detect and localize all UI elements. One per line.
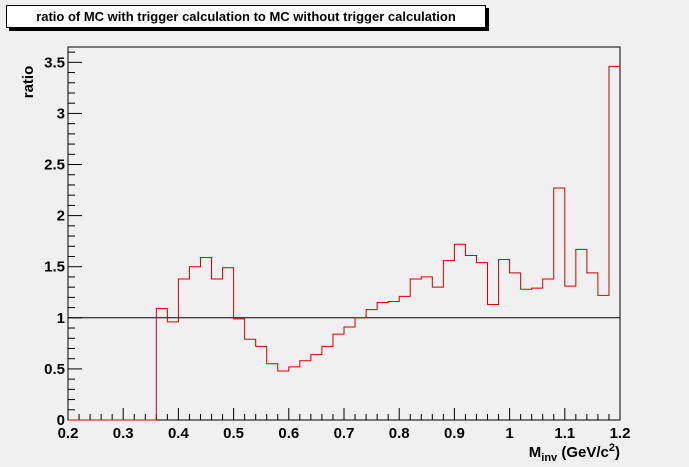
- y-tick-label: 3.5: [44, 54, 65, 71]
- x-axis-label-close: ): [615, 444, 620, 461]
- y-tick-label: 2: [57, 208, 65, 225]
- x-axis-label-sub: inv: [541, 452, 558, 464]
- y-tick-label: 2.5: [44, 157, 65, 174]
- axis-ticks: [67, 51, 621, 421]
- x-axis-label: Minv (GeV/c2): [529, 442, 620, 464]
- x-tick-label: 0.7: [334, 425, 355, 442]
- x-tick-label: 0.9: [444, 425, 465, 442]
- chart-title: ratio of MC with trigger calculation to …: [6, 5, 486, 28]
- x-axis-label-sup: 2: [609, 442, 615, 454]
- y-axis-label: ratio: [20, 66, 37, 99]
- x-tick-label: 0.6: [278, 425, 299, 442]
- x-tick-label: 1.1: [554, 425, 575, 442]
- x-tick-label: 0.3: [113, 425, 134, 442]
- x-axis-label-rest: (GeV/c: [557, 444, 609, 461]
- x-tick-label: 1: [505, 425, 513, 442]
- y-tick-label: 1: [57, 310, 65, 327]
- histogram-series: [68, 65, 620, 421]
- tick-labels: 0.2 0.3 0.4 0.5 0.6 0.7 0.8 0.9 1 1.1 1.2 0 0.5 1 1.5 2…: [44, 54, 630, 442]
- x-tick-label: 0.8: [389, 425, 410, 442]
- y-tick-label: 0: [57, 412, 65, 429]
- y-tick-label: 0.5: [44, 361, 65, 378]
- x-tick-label: 0.4: [168, 425, 190, 442]
- y-tick-label: 3: [57, 105, 65, 122]
- x-tick-label: 1.2: [610, 425, 631, 442]
- x-tick-label: 0.5: [223, 425, 244, 442]
- plot-frame: [67, 46, 621, 421]
- y-tick-label: 1.5: [44, 259, 65, 276]
- x-tick-label: 0.2: [58, 425, 79, 442]
- x-axis-label-main: M: [529, 444, 542, 461]
